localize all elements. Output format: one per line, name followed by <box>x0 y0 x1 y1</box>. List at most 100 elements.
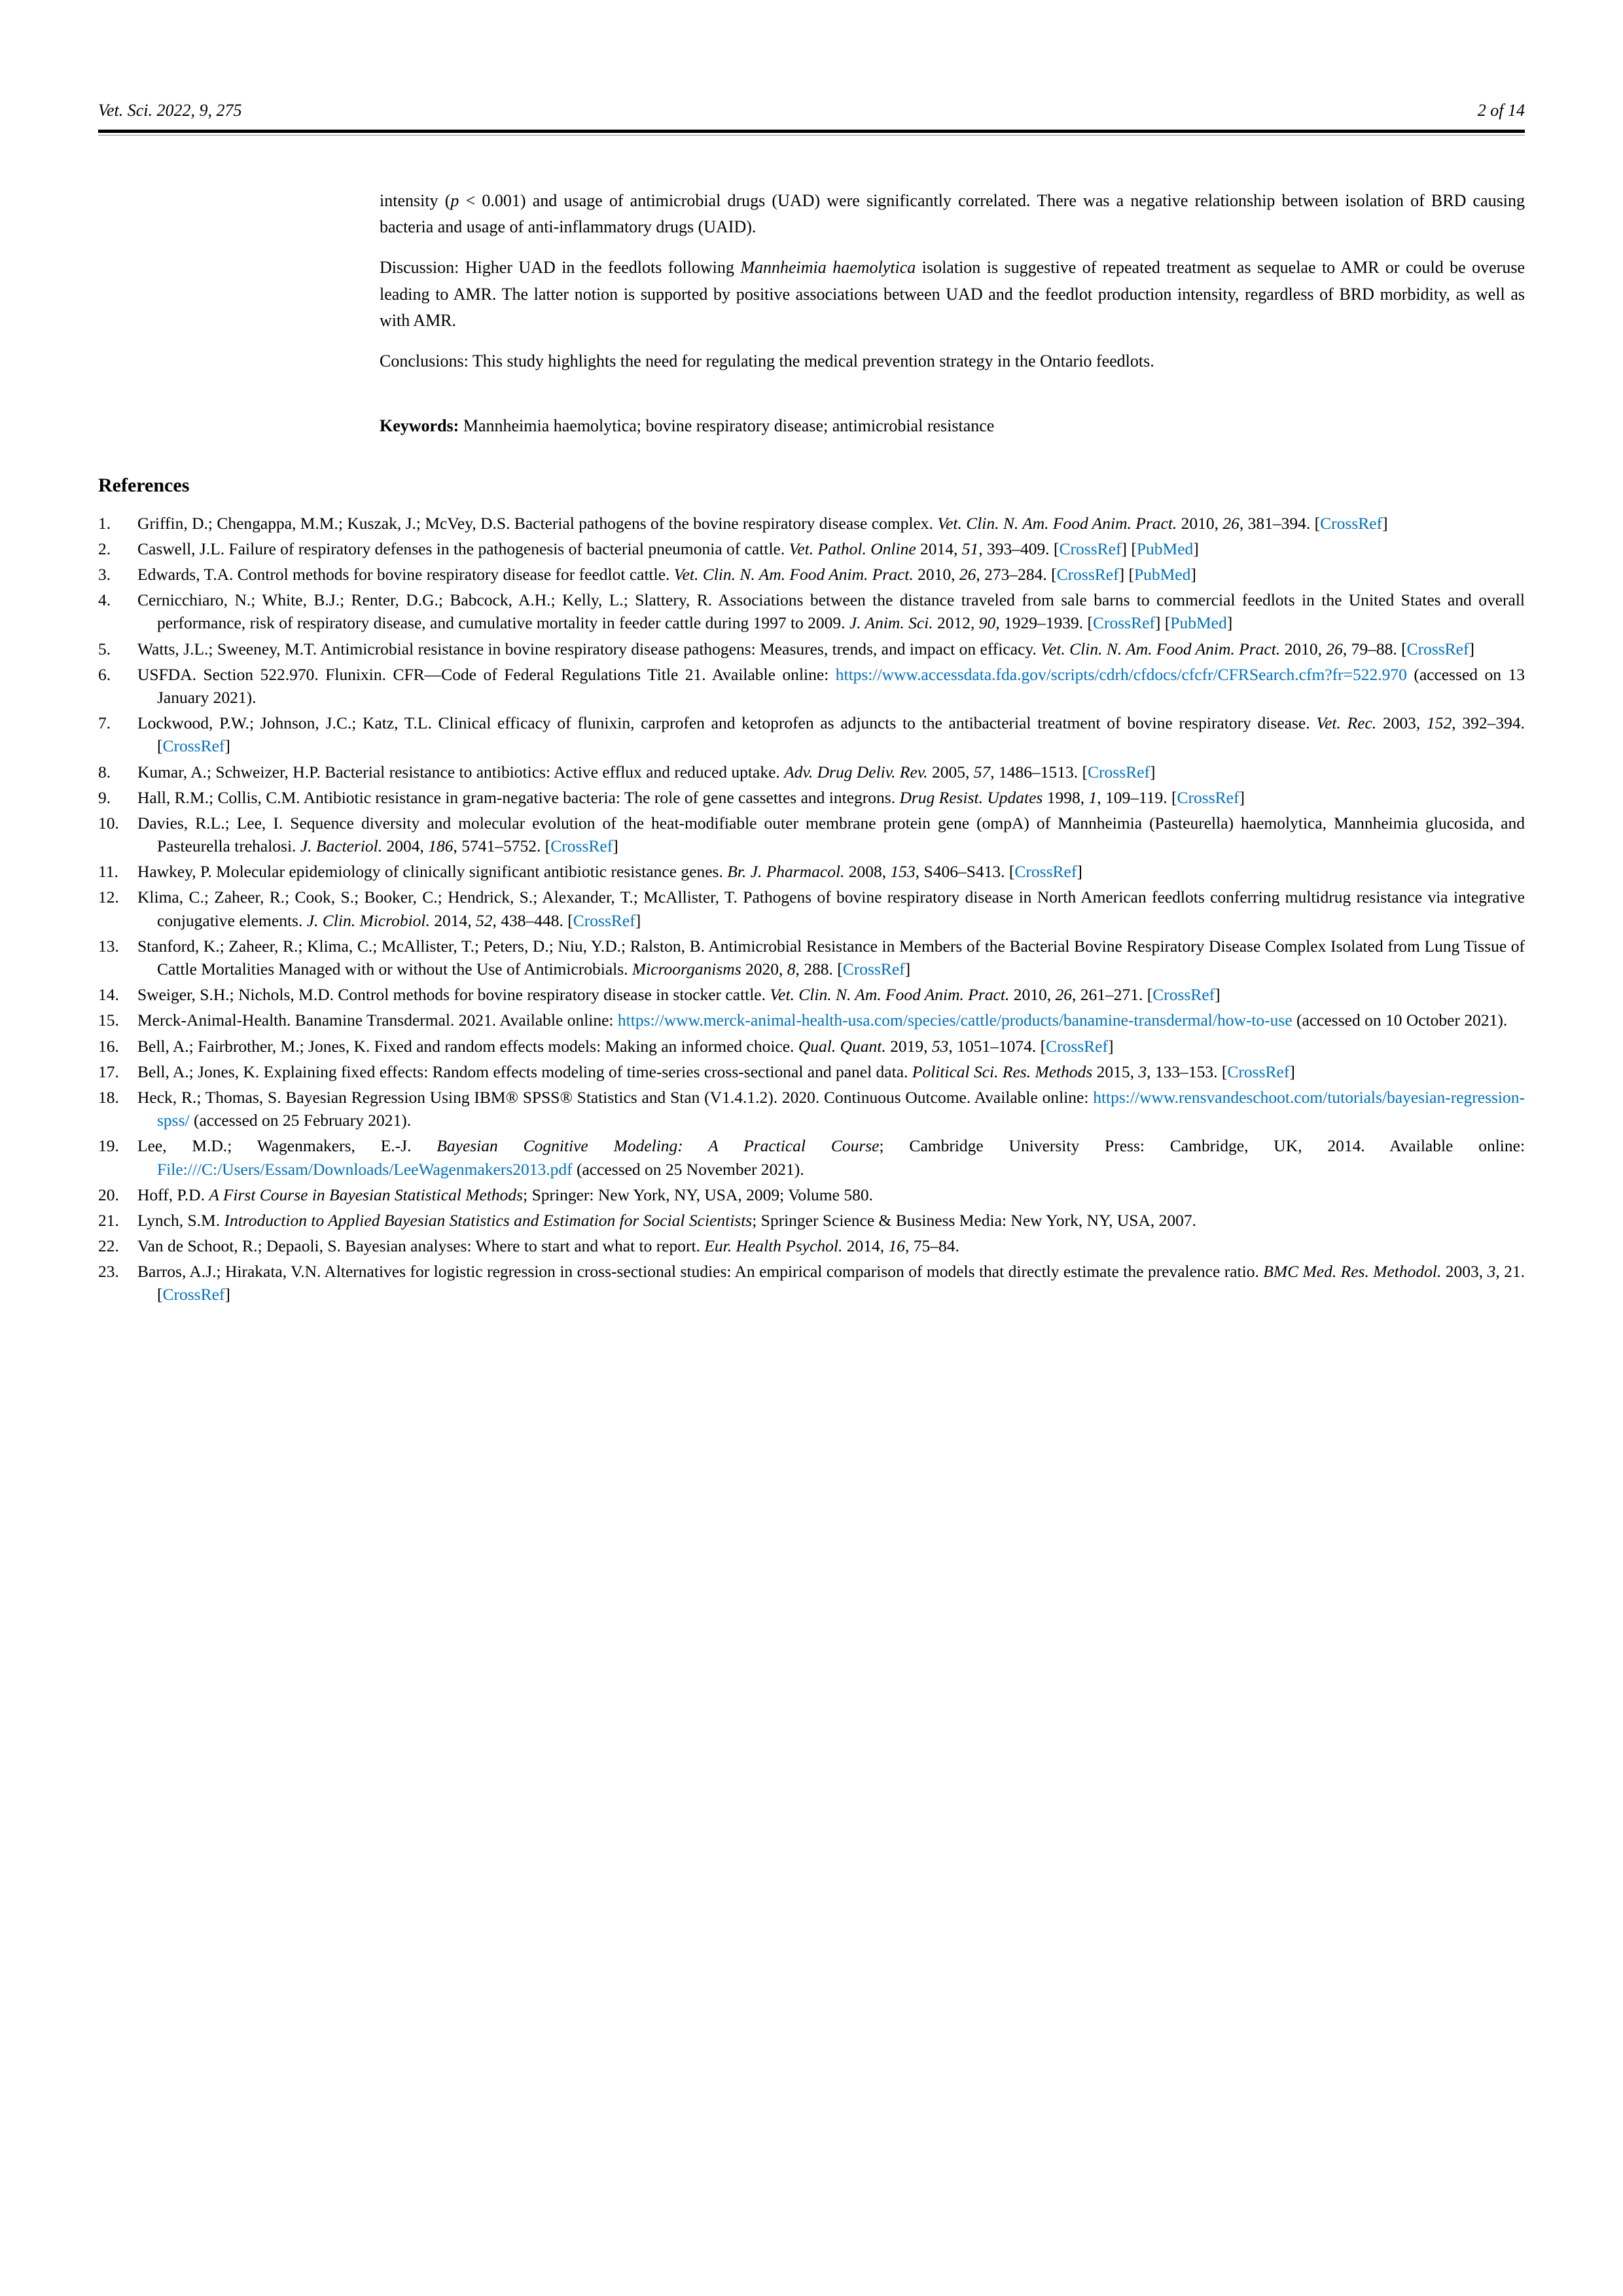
reference-item: 21.Lynch, S.M. Introduction to Applied B… <box>98 1209 1525 1232</box>
reference-body: Lockwood, P.W.; Johnson, J.C.; Katz, T.L… <box>137 713 1316 732</box>
reference-source: J. Bacteriol. <box>300 836 387 855</box>
abstract-paragraph-3: Conclusions: This study highlights the n… <box>380 348 1525 374</box>
reference-number: 19. <box>98 1134 137 1157</box>
reference-volume: 26 <box>1222 514 1240 533</box>
page-number: 2 of 14 <box>1478 98 1525 123</box>
reference-body: Bell, A.; Fairbrother, M.; Jones, K. Fix… <box>137 1037 798 1056</box>
reference-link[interactable]: CrossRef <box>163 736 225 755</box>
reference-link[interactable]: CrossRef <box>1057 565 1119 584</box>
reference-link[interactable]: CrossRef <box>550 836 613 855</box>
reference-link[interactable]: CrossRef <box>1093 613 1155 632</box>
reference-volume: 152 <box>1427 713 1452 732</box>
reference-link[interactable]: CrossRef <box>843 960 905 978</box>
reference-volume: 186 <box>428 836 453 855</box>
reference-item: 16.Bell, A.; Fairbrother, M.; Jones, K. … <box>98 1035 1525 1058</box>
reference-source: Vet. Pathol. Online <box>789 539 920 558</box>
reference-number: 1. <box>98 512 137 535</box>
reference-item: 18.Heck, R.; Thomas, S. Bayesian Regress… <box>98 1086 1525 1132</box>
keywords-line: Keywords: Mannheimia haemolytica; bovine… <box>380 414 1525 439</box>
reference-source: J. Anim. Sci. <box>849 613 937 632</box>
reference-body: Hawkey, P. Molecular epidemiology of cli… <box>137 862 727 881</box>
reference-item: 23.Barros, A.J.; Hirakata, V.N. Alternat… <box>98 1260 1525 1306</box>
reference-number: 5. <box>98 637 137 660</box>
reference-item: 20.Hoff, P.D. A First Course in Bayesian… <box>98 1183 1525 1206</box>
reference-link[interactable]: CrossRef <box>1407 639 1469 658</box>
reference-item: 12.Klima, C.; Zaheer, R.; Cook, S.; Book… <box>98 886 1525 931</box>
abstract-paragraph-1: intensity (p < 0.001) and usage of antim… <box>380 188 1525 241</box>
reference-item: 3.Edwards, T.A. Control methods for bovi… <box>98 563 1525 586</box>
reference-item: 14.Sweiger, S.H.; Nichols, M.D. Control … <box>98 983 1525 1006</box>
reference-url[interactable]: File:///C:/Users/Essam/Downloads/LeeWage… <box>157 1160 573 1179</box>
reference-url[interactable]: https://www.merck-animal-health-usa.com/… <box>618 1011 1293 1030</box>
reference-item: 19.Lee, M.D.; Wagenmakers, E.-J. Bayesia… <box>98 1134 1525 1180</box>
reference-link[interactable]: CrossRef <box>573 911 635 930</box>
reference-source: A First Course in Bayesian Statistical M… <box>209 1185 523 1204</box>
reference-url[interactable]: https://www.accessdata.fda.gov/scripts/c… <box>836 665 1407 684</box>
keywords-text: Mannheimia haemolytica; bovine respirato… <box>459 416 994 435</box>
reference-number: 2. <box>98 537 137 560</box>
reference-body: Heck, R.; Thomas, S. Bayesian Regression… <box>137 1088 1093 1107</box>
reference-link[interactable]: CrossRef <box>1046 1037 1108 1056</box>
reference-volume: 51 <box>962 539 979 558</box>
reference-item: 13.Stanford, K.; Zaheer, R.; Klima, C.; … <box>98 935 1525 980</box>
reference-link[interactable]: CrossRef <box>1014 862 1077 881</box>
reference-volume: 3 <box>1488 1262 1496 1281</box>
reference-number: 12. <box>98 886 137 908</box>
reference-body: USFDA. Section 522.970. Flunixin. CFR—Co… <box>137 665 836 684</box>
reference-volume: 8 <box>787 960 796 978</box>
reference-body: Sweiger, S.H.; Nichols, M.D. Control met… <box>137 985 770 1004</box>
reference-source: J. Clin. Microbiol. <box>307 911 435 930</box>
reference-source: Bayesian Cognitive Modeling: A Practical… <box>437 1136 879 1155</box>
reference-item: 5.Watts, J.L.; Sweeney, M.T. Antimicrobi… <box>98 637 1525 660</box>
reference-body: Lynch, S.M. <box>137 1211 224 1230</box>
reference-source: Drug Resist. Updates <box>899 788 1046 807</box>
reference-item: 17.Bell, A.; Jones, K. Explaining fixed … <box>98 1060 1525 1083</box>
reference-link[interactable]: CrossRef <box>1227 1062 1289 1081</box>
reference-source: Microorganisms <box>632 960 745 978</box>
reference-body: Merck-Animal-Health. Banamine Transderma… <box>137 1011 618 1030</box>
reference-volume: 26 <box>959 565 976 584</box>
reference-link[interactable]: CrossRef <box>1152 985 1215 1004</box>
reference-source: Qual. Quant. <box>798 1037 890 1056</box>
reference-item: 7.Lockwood, P.W.; Johnson, J.C.; Katz, T… <box>98 711 1525 757</box>
reference-number: 10. <box>98 812 137 834</box>
reference-source: Vet. Clin. N. Am. Food Anim. Pract. <box>770 985 1013 1004</box>
journal-issue: Vet. Sci. 2022, 9, 275 <box>98 98 242 123</box>
reference-volume: 26 <box>1326 639 1343 658</box>
reference-body: Hall, R.M.; Collis, C.M. Antibiotic resi… <box>137 788 899 807</box>
reference-volume: 90 <box>979 613 996 632</box>
reference-number: 8. <box>98 761 137 783</box>
reference-number: 16. <box>98 1035 137 1058</box>
reference-volume: 153 <box>891 862 916 881</box>
reference-body: Watts, J.L.; Sweeney, M.T. Antimicrobial… <box>137 639 1041 658</box>
reference-source: Vet. Clin. N. Am. Food Anim. Pract. <box>674 565 918 584</box>
reference-item: 2.Caswell, J.L. Failure of respiratory d… <box>98 537 1525 560</box>
reference-link[interactable]: PubMed <box>1134 565 1190 584</box>
reference-body: Cernicchiaro, N.; White, B.J.; Renter, D… <box>137 590 1525 632</box>
reference-item: 15.Merck-Animal-Health. Banamine Transde… <box>98 1009 1525 1031</box>
reference-number: 22. <box>98 1234 137 1257</box>
reference-item: 11.Hawkey, P. Molecular epidemiology of … <box>98 860 1525 883</box>
reference-volume: 1 <box>1088 788 1097 807</box>
reference-body: Bell, A.; Jones, K. Explaining fixed eff… <box>137 1062 912 1081</box>
reference-body: Kumar, A.; Schweizer, H.P. Bacterial res… <box>137 762 784 781</box>
reference-link[interactable]: CrossRef <box>1088 762 1150 781</box>
reference-number: 14. <box>98 983 137 1006</box>
reference-source: Br. J. Pharmacol. <box>727 862 849 881</box>
reference-link[interactable]: PubMed <box>1137 539 1193 558</box>
references-list: 1.Griffin, D.; Chengappa, M.M.; Kuszak, … <box>98 512 1525 1306</box>
abstract-paragraph-2: Discussion: Higher UAD in the feedlots f… <box>380 255 1525 334</box>
reference-item: 8.Kumar, A.; Schweizer, H.P. Bacterial r… <box>98 761 1525 783</box>
reference-link[interactable]: PubMed <box>1170 613 1226 632</box>
reference-item: 1.Griffin, D.; Chengappa, M.M.; Kuszak, … <box>98 512 1525 535</box>
reference-item: 9.Hall, R.M.; Collis, C.M. Antibiotic re… <box>98 786 1525 809</box>
reference-number: 18. <box>98 1086 137 1109</box>
reference-link[interactable]: CrossRef <box>1060 539 1122 558</box>
reference-link[interactable]: CrossRef <box>1177 788 1240 807</box>
reference-number: 21. <box>98 1209 137 1232</box>
reference-link[interactable]: CrossRef <box>1320 514 1382 533</box>
reference-link[interactable]: CrossRef <box>163 1285 225 1304</box>
reference-source: Vet. Clin. N. Am. Food Anim. Pract. <box>937 514 1181 533</box>
reference-number: 3. <box>98 563 137 586</box>
reference-source: Vet. Rec. <box>1316 713 1383 732</box>
